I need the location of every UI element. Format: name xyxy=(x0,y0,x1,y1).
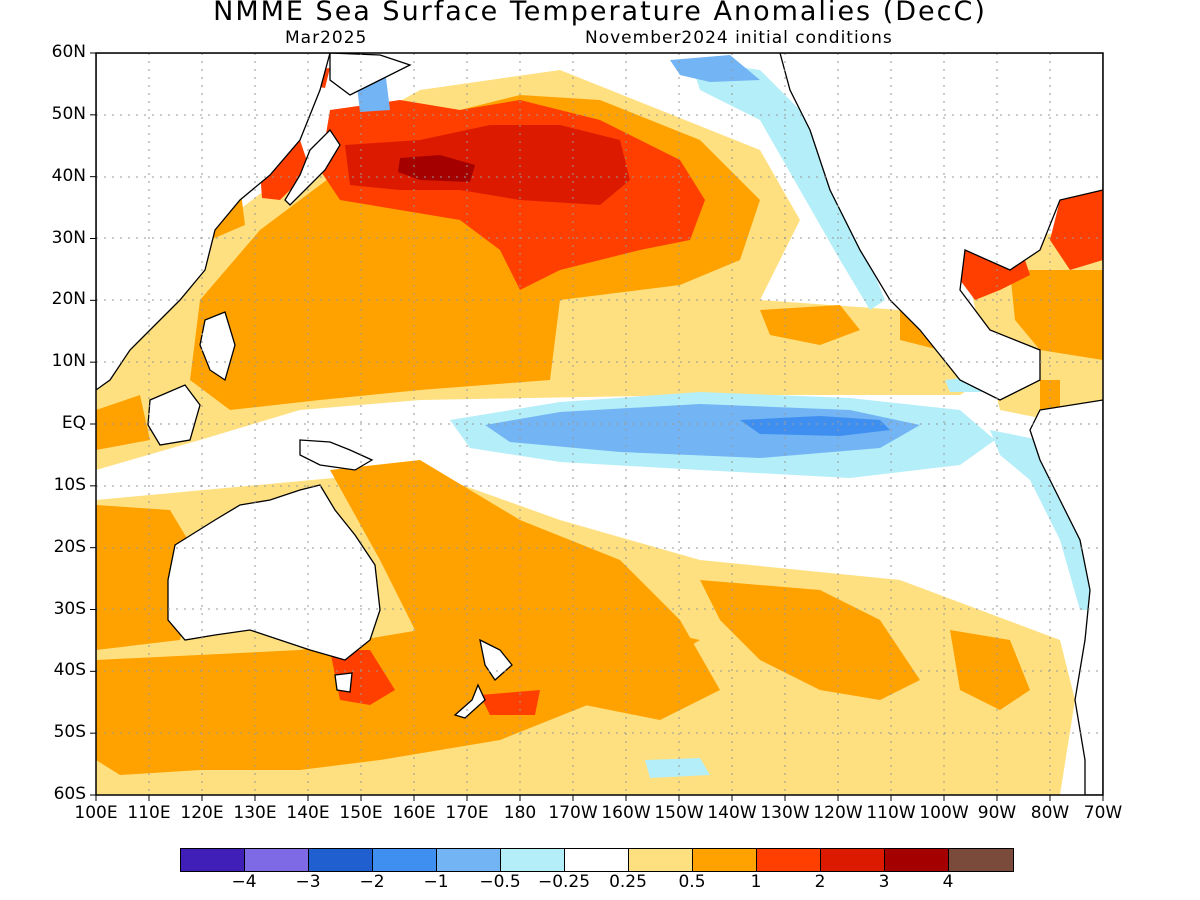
new-zealand-north xyxy=(479,638,513,681)
colorbar-label: −0.5 xyxy=(479,872,521,892)
colorbar-label: 4 xyxy=(942,872,954,892)
lon-label: 120E xyxy=(180,803,224,823)
lat-label: 10N xyxy=(51,351,86,372)
lat-label: 40N xyxy=(51,165,86,186)
lat-label: 30S xyxy=(53,598,86,619)
asia-mainland xyxy=(96,53,331,391)
colorbar-swatch xyxy=(437,849,501,871)
colorbar-label: −4 xyxy=(231,872,257,892)
colorbar-swatch xyxy=(245,849,309,871)
sst-anomaly-map xyxy=(90,52,1104,801)
lon-label: 150E xyxy=(339,803,383,823)
colorbar-label: 2 xyxy=(814,872,826,892)
kamchatka xyxy=(329,53,412,96)
lon-label: 140E xyxy=(286,803,330,823)
lon-label: 110W xyxy=(866,803,916,823)
lon-label: 90W xyxy=(977,803,1017,823)
lat-label: EQ xyxy=(61,413,86,433)
lat-label: 50S xyxy=(53,722,86,743)
lat-label: 50N xyxy=(51,103,86,124)
colorbar-swatch xyxy=(949,849,1013,871)
colorbar-swatch xyxy=(565,849,629,871)
colorbar-swatch xyxy=(693,849,757,871)
colorbar-swatch xyxy=(181,849,245,871)
lon-label: 100E xyxy=(74,803,118,823)
colorbar-label: −0.25 xyxy=(537,872,591,892)
land-masses xyxy=(96,53,1103,795)
colorbar-swatch xyxy=(885,849,949,871)
lon-label: 110E xyxy=(127,803,171,823)
lat-label: 20S xyxy=(53,536,86,557)
colorbar-label: 1 xyxy=(750,872,762,892)
lon-label: 120W xyxy=(813,803,863,823)
colorbar-label: 3 xyxy=(878,872,890,892)
axis-ticks xyxy=(90,52,1104,801)
colorbar-swatch xyxy=(821,849,885,871)
colorbar-label: −2 xyxy=(359,872,385,892)
new-guinea xyxy=(299,439,374,471)
anomaly-3-4 xyxy=(398,155,475,182)
colorbar-label: −3 xyxy=(295,872,321,892)
lat-label: 10S xyxy=(53,474,86,495)
lon-label: 130E xyxy=(233,803,277,823)
lon-label: 150W xyxy=(654,803,704,823)
anomaly-2-3 xyxy=(345,125,630,205)
colorbar-label: −1 xyxy=(423,872,449,892)
lon-label: 170W xyxy=(548,803,598,823)
north-america xyxy=(779,53,1103,401)
lon-label: 170E xyxy=(445,803,489,823)
lon-label: 160E xyxy=(392,803,436,823)
map-title: NMME Sea Surface Temperature Anomalies (… xyxy=(213,0,987,27)
japan xyxy=(284,128,341,206)
anomaly-fields xyxy=(96,53,1103,795)
initial-conditions: November2024 initial conditions xyxy=(585,28,893,48)
lon-label: 130W xyxy=(760,803,810,823)
lat-label: 30N xyxy=(51,227,86,248)
lon-label: 140W xyxy=(707,803,757,823)
lon-label: 70W xyxy=(1083,803,1123,823)
lat-label: 60N xyxy=(51,42,86,62)
borneo xyxy=(147,384,201,446)
south-america xyxy=(1029,399,1103,795)
colorbar-label: 0.5 xyxy=(678,872,706,892)
anomaly-neg1-neg2 xyxy=(740,416,890,436)
lon-label: 180 xyxy=(503,803,537,823)
colorbar-label: 0.25 xyxy=(609,872,647,892)
philippines xyxy=(199,311,236,382)
australia xyxy=(167,484,381,661)
colorbar-swatch xyxy=(501,849,565,871)
colorbar xyxy=(180,848,1014,872)
colorbar-swatch xyxy=(373,849,437,871)
lon-label: 100W xyxy=(919,803,969,823)
colorbar-swatch xyxy=(309,849,373,871)
lat-label: 60S xyxy=(53,784,86,804)
lon-label: 160W xyxy=(601,803,651,823)
tasmania xyxy=(334,672,353,693)
lon-label: 80W xyxy=(1030,803,1070,823)
lat-label: 20N xyxy=(51,289,86,310)
forecast-month: Mar2025 xyxy=(285,28,368,48)
lat-label: 40S xyxy=(53,660,86,681)
new-zealand-south xyxy=(453,683,486,719)
colorbar-swatch xyxy=(629,849,693,871)
colorbar-swatch xyxy=(757,849,821,871)
